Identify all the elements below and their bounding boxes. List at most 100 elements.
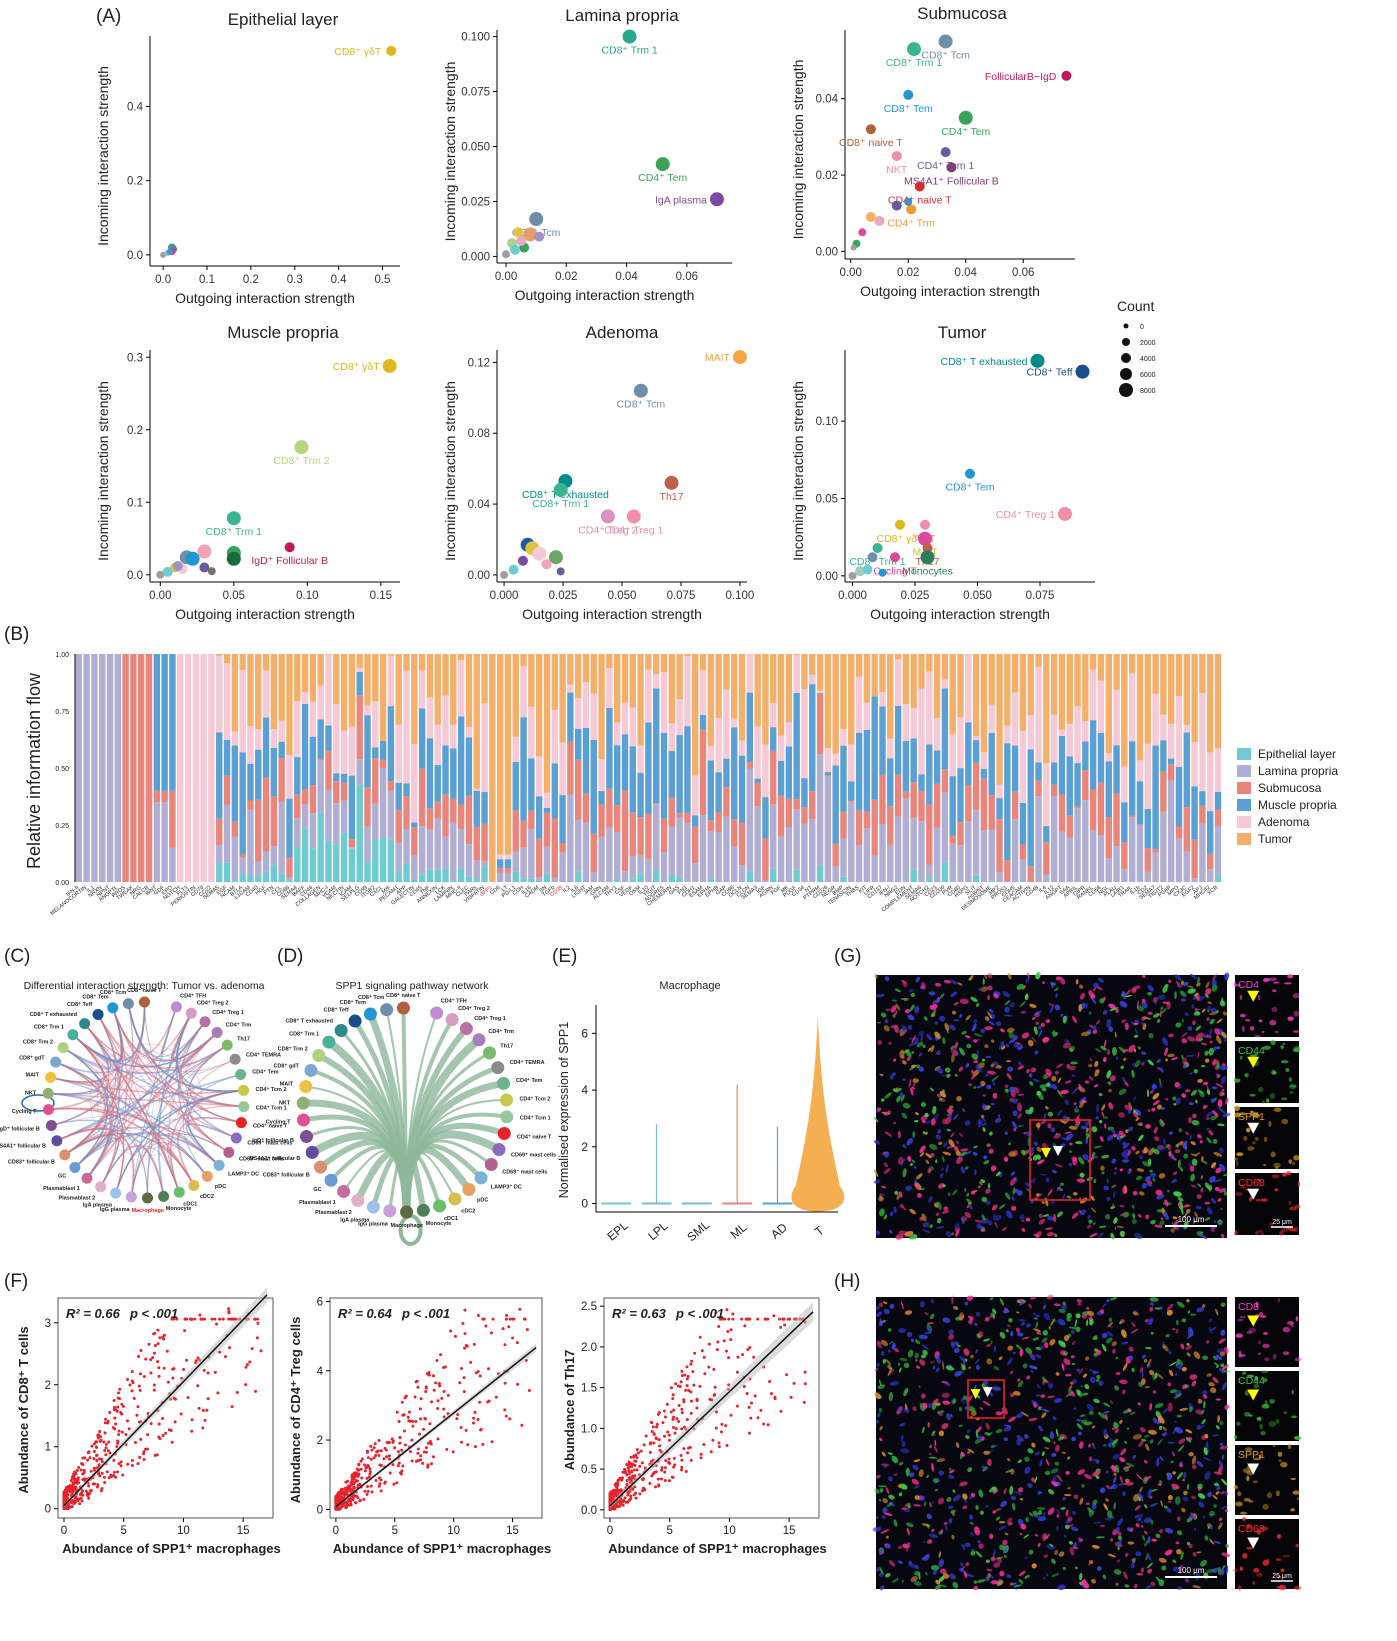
bar-segment (629, 812, 636, 857)
cell (1288, 1200, 1292, 1206)
data-point (736, 1355, 740, 1359)
data-point (663, 1434, 667, 1438)
bar-cldn (746, 654, 754, 882)
data-point (221, 1317, 225, 1321)
bar-segment (535, 796, 543, 839)
x-tick-label: 0.000 (838, 590, 867, 602)
data-point (691, 1370, 695, 1374)
data-point (142, 1458, 146, 1462)
bar-segment (723, 654, 730, 690)
bar-cd34 (801, 654, 808, 882)
bar-segment (216, 862, 223, 882)
bar-segment (442, 745, 449, 795)
x-tick-label: IL4 (1038, 885, 1048, 894)
point-label: Monocytes (902, 565, 953, 577)
bar-segment (496, 872, 504, 882)
bar-segment (364, 787, 371, 827)
node-label: CD4⁺ Trm (226, 1021, 252, 1028)
bar-thy1 (613, 654, 621, 882)
bar-segment (731, 819, 738, 847)
data-point (201, 1426, 205, 1430)
data-point (423, 1417, 427, 1421)
data-point (685, 1384, 689, 1388)
data-point (677, 1403, 681, 1407)
p-annotation: p < .001 (401, 1306, 450, 1321)
bar-segment (1058, 794, 1066, 832)
bar-collagen (317, 654, 324, 882)
bar-segment (1004, 860, 1011, 882)
bar-csf (621, 654, 629, 882)
y-axis-label: Incoming interaction strength (790, 60, 806, 240)
y-axis-label: Incoming interaction strength (95, 381, 111, 561)
data-point (695, 1406, 699, 1410)
bar-segment (1199, 791, 1206, 806)
bar-segment (653, 654, 660, 675)
bar-negr (832, 654, 839, 882)
data-point (369, 1444, 373, 1448)
bar-segment (520, 878, 527, 882)
data-point (196, 1384, 200, 1388)
data-point (64, 1488, 68, 1492)
bar-clec (465, 654, 473, 882)
bar-nt (809, 654, 816, 882)
bar-segment (801, 689, 808, 779)
bar-segment (372, 758, 379, 804)
x-axis-label: Outgoing interaction strength (175, 290, 355, 306)
bar-cd58 (1097, 654, 1105, 882)
bar-segment (1050, 762, 1058, 785)
cell (1272, 1174, 1280, 1179)
bar-segment (1027, 749, 1034, 867)
data-point (216, 1391, 220, 1395)
data-point (399, 1472, 403, 1476)
y-tick-label: 0.4 (127, 101, 144, 113)
bar-segment (403, 783, 410, 797)
bar-segment (692, 826, 699, 864)
bar-ifn-ii (75, 654, 83, 882)
y-tick-label: 0.00 (816, 246, 838, 258)
bar-ptprm (816, 654, 824, 882)
data-point (726, 1329, 730, 1333)
data-point (202, 1317, 206, 1321)
bar-segment (918, 821, 925, 882)
network-node (433, 1199, 447, 1213)
bar-angptl (114, 654, 122, 882)
self-loop (89, 1043, 203, 1157)
bar-segment (1121, 654, 1128, 767)
scatter-point (890, 552, 900, 563)
network-edge (55, 1061, 124, 1194)
data-point (210, 1317, 214, 1321)
data-point (80, 1462, 84, 1466)
data-point (451, 1450, 455, 1454)
data-point (359, 1467, 363, 1471)
data-point (334, 1495, 338, 1499)
data-point (149, 1422, 153, 1426)
data-point (95, 1485, 99, 1489)
data-point (94, 1440, 98, 1444)
bar-tweak (130, 654, 137, 882)
panel-letter-h: (H) (834, 1271, 860, 1292)
scatter-point (172, 561, 183, 572)
network-edge (50, 1047, 102, 1085)
bar-segment (816, 754, 824, 866)
data-point (89, 1469, 93, 1473)
bar-segment (1191, 654, 1198, 743)
bar-segment (496, 859, 504, 869)
bar-segment (832, 654, 839, 754)
bar-segment (434, 724, 441, 766)
y-tick-label: 0.02 (816, 170, 838, 182)
bar-segment (294, 847, 301, 882)
network-node (396, 1001, 410, 1015)
data-point (629, 1477, 633, 1481)
bar-segment (1074, 808, 1081, 882)
data-point (337, 1492, 341, 1496)
bar-cd99 (364, 654, 371, 882)
bar-segment (333, 654, 340, 705)
data-point (179, 1412, 183, 1416)
data-point (424, 1390, 428, 1394)
data-point (642, 1443, 646, 1447)
data-point (373, 1442, 377, 1446)
bar-segment (840, 876, 847, 882)
data-point (766, 1317, 770, 1321)
x-tick-label: 0 (607, 1525, 613, 1537)
